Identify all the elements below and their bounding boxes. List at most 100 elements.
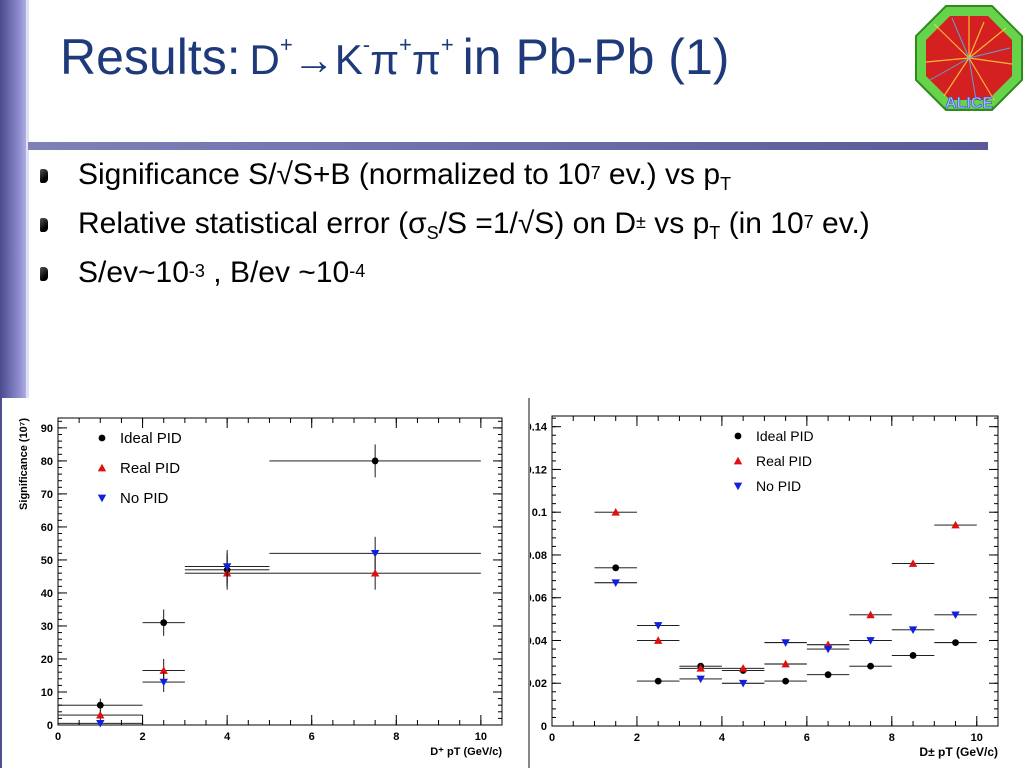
- data-point: [222, 563, 232, 571]
- data-point: [867, 662, 874, 670]
- y-tick-label: 60: [41, 522, 53, 534]
- data-point: [781, 639, 790, 647]
- data-point: [611, 508, 620, 516]
- data-point: [159, 666, 168, 674]
- data-point: [738, 679, 748, 688]
- legend-marker: [97, 494, 107, 503]
- data-point: [653, 622, 663, 630]
- title-tail: in Pb-Pb (1): [462, 29, 730, 85]
- title-pi1-charge: +: [399, 32, 412, 57]
- x-tick-label: 6: [804, 732, 810, 744]
- legend-label: No PID: [756, 478, 801, 494]
- relative-error-plot: 0 0.02 0.04 0.06 0.08 0.1 0.12 0.14 0 2 4 6 8 10D± pT…: [513, 398, 1024, 768]
- legend-label: Real PID: [120, 460, 180, 477]
- legend-label: No PID: [120, 490, 169, 507]
- y-tick-label: 0.14: [530, 422, 548, 434]
- x-tick-label: 8: [393, 731, 399, 743]
- legend-label: Ideal PID: [120, 430, 182, 447]
- data-point: [908, 559, 918, 567]
- y-tick-label: 0: [47, 720, 53, 732]
- bullet-item: Relative statistical error (σS/S =1/√S) …: [40, 207, 990, 244]
- alice-logo: ALICE: [915, 5, 1023, 112]
- y-tick-label: 0: [541, 721, 547, 733]
- y-axis-title: Significance (10⁷): [18, 418, 30, 510]
- x-axis-title: D⁺ pT (GeV/c): [430, 746, 502, 758]
- y-tick-label: 0.08: [530, 550, 547, 562]
- relative-error-plot-svg: 0 0.02 0.04 0.06 0.08 0.1 0.12 0.14 0 2 4 6 8 10D± pT…: [513, 415, 999, 759]
- y-tick-label: 20: [41, 654, 53, 666]
- series-ideal-pid: [58, 444, 481, 712]
- bullet-item: S/ev~10-3 , B/ev ~10-4: [40, 256, 990, 290]
- y-tick-label: 70: [41, 489, 53, 501]
- data-point: [654, 677, 662, 685]
- legend-marker: [733, 482, 743, 491]
- data-point: [611, 579, 620, 587]
- x-tick-label: 0: [55, 731, 61, 743]
- data-point: [866, 610, 875, 619]
- title-k: K: [334, 36, 363, 83]
- data-point: [612, 564, 620, 572]
- y-tick-label: 50: [41, 555, 53, 567]
- significance-plot-svg: 0 10 20 30 40 50 60 70 80 90 0 2 4 6 8 10 D⁺ pT (GeV/c) S…: [18, 417, 503, 758]
- title-pi2: π: [411, 36, 441, 83]
- data-point: [951, 520, 960, 529]
- title-pi2-charge: +: [440, 32, 454, 57]
- y-tick-label: 90: [41, 423, 53, 435]
- data-point: [781, 659, 790, 668]
- x-tick-label: 10: [475, 731, 487, 743]
- y-tick-label: 30: [41, 621, 53, 633]
- bullet-marker-icon: [40, 267, 48, 281]
- data-point: [371, 457, 379, 465]
- y-tick-label: 0.12: [530, 464, 547, 476]
- y-tick-label: 0.02: [530, 678, 547, 690]
- legend-marker: [734, 432, 742, 440]
- x-tick-label: 0: [549, 732, 555, 744]
- x-tick-label: 2: [140, 731, 146, 743]
- y-tick-label: 0.06: [530, 593, 547, 605]
- bullet-marker-icon: [40, 218, 48, 232]
- x-tick-label: 8: [889, 732, 895, 744]
- plot-frame-box: [57, 417, 503, 726]
- data-point: [738, 664, 748, 672]
- bullet-marker-icon: [40, 169, 48, 183]
- data-point: [909, 652, 917, 659]
- slide-title: Results: D+→K-π+π+ in Pb-Pb (1): [60, 28, 729, 86]
- data-point: [782, 677, 790, 685]
- legend-marker: [97, 463, 107, 472]
- data-point: [370, 568, 380, 577]
- significance-plot: 0 10 20 30 40 50 60 70 80 90 0 2 4 6 8 10 D⁺ pT (GeV/c) S…: [2, 398, 530, 768]
- data-point: [952, 639, 959, 647]
- data-point: [866, 637, 875, 645]
- x-tick-label: 4: [224, 731, 231, 743]
- title-d: D: [249, 36, 280, 83]
- title-d-charge: +: [279, 32, 293, 57]
- bullet-item: Significance S/√S+B (normalized to 107 e…: [40, 158, 990, 195]
- series-no-pid: [594, 579, 977, 688]
- legend-label: Ideal PID: [756, 428, 814, 444]
- data-point: [951, 611, 960, 620]
- series-no-pid: [58, 536, 481, 728]
- data-point: [96, 710, 105, 719]
- series-real-pid: [594, 508, 977, 672]
- title-divider: [28, 142, 988, 150]
- data-point: [696, 675, 705, 684]
- title-arrow: →: [292, 36, 335, 83]
- y-tick-label: 10: [41, 687, 53, 699]
- data-point: [653, 636, 663, 644]
- data-point: [96, 719, 105, 728]
- data-point: [823, 645, 833, 654]
- data-point: [824, 671, 832, 679]
- x-tick-label: 10: [971, 732, 983, 744]
- y-tick-label: 80: [41, 456, 53, 468]
- data-point: [96, 701, 104, 709]
- data-point: [370, 549, 380, 558]
- data-point: [696, 664, 705, 672]
- data-point: [160, 619, 168, 627]
- bullet-list: Significance S/√S+B (normalized to 107 e…: [40, 158, 990, 302]
- y-tick-label: 0.1: [532, 507, 547, 519]
- title-pi1: π: [370, 36, 400, 83]
- sidebar-edge: [26, 0, 29, 768]
- x-axis-title: D± pT (GeV/c): [919, 745, 998, 759]
- y-tick-label: 0.04: [530, 635, 548, 647]
- series-real-pid: [58, 556, 481, 721]
